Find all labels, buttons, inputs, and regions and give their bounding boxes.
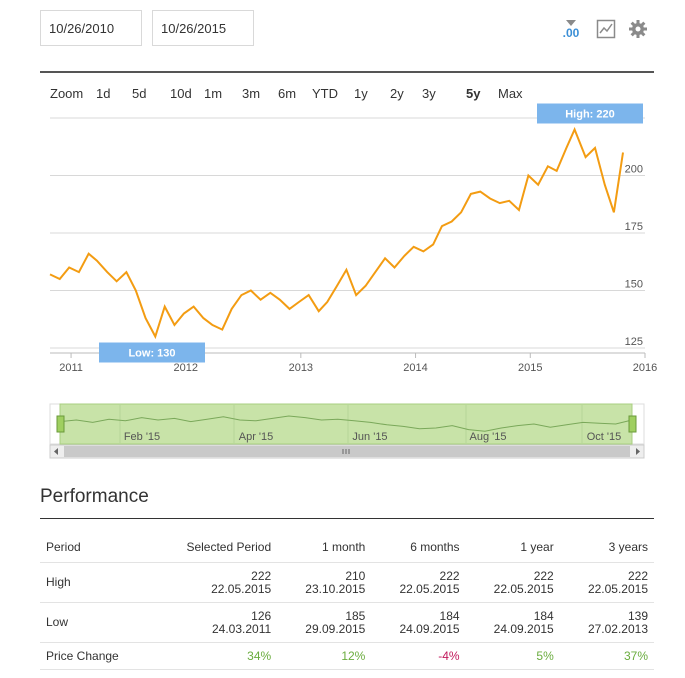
navigator-handle-right[interactable] <box>628 415 637 433</box>
performance-title: Performance <box>40 486 149 507</box>
table-cell: 185 29.09.2015 <box>277 602 372 643</box>
navigator-tick-label: Jun '15 <box>352 431 387 443</box>
x-tick-label: 2011 <box>59 362 83 374</box>
navigator-tick-label: Oct '15 <box>587 431 622 443</box>
x-tick-label: 2015 <box>518 362 542 374</box>
zoom-option-ytd[interactable]: YTD <box>312 86 338 101</box>
table-cell: 34% <box>150 642 278 670</box>
low-flag <box>99 342 205 363</box>
table-cell: 5% <box>465 642 560 670</box>
high-flag-label: High: 220 <box>565 109 615 121</box>
table-cell: 222 22.05.2015 <box>150 562 278 603</box>
zoom-option-max[interactable]: Max <box>498 86 523 101</box>
performance-divider <box>40 518 654 519</box>
column-header: 1 year <box>465 532 560 563</box>
performance-row: Price Change 34% 12% -4% 5% 37% <box>40 642 654 670</box>
decimals-button[interactable]: .00 <box>556 16 586 42</box>
scrollbar-thumb[interactable] <box>64 446 630 457</box>
column-header: Selected Period <box>150 532 278 563</box>
x-tick-label: 2013 <box>289 362 313 374</box>
table-cell: 222 22.05.2015 <box>371 562 466 603</box>
zoom-option-5d[interactable]: 5d <box>132 86 147 101</box>
high-flag <box>537 103 643 124</box>
y-tick-label: 150 <box>625 279 643 291</box>
table-cell: 139 27.02.2013 <box>559 602 654 643</box>
zoom-option-2y[interactable]: 2y <box>390 86 404 101</box>
performance-row: Low 126 24.03.2011 185 29.09.2015 184 24.09.20… <box>40 602 654 643</box>
toolbar-divider <box>40 71 654 73</box>
table-cell: 222 22.05.2015 <box>559 562 654 603</box>
zoom-option-1m[interactable]: 1m <box>204 86 223 101</box>
table-cell: 126 24.03.2011 <box>150 602 278 643</box>
zoom-option-5y[interactable]: 5y <box>466 86 481 101</box>
settings-button[interactable] <box>626 16 650 42</box>
x-tick-label: 2014 <box>403 362 427 374</box>
navigator-handle-left[interactable] <box>56 415 65 433</box>
navigator-tick-label: Feb '15 <box>124 431 160 443</box>
scroll-left-arrow-icon[interactable] <box>54 448 58 455</box>
table-cell: 184 24.09.2015 <box>465 602 560 643</box>
zoom-option-6m[interactable]: 6m <box>278 86 297 101</box>
zoom-option-3m[interactable]: 3m <box>242 86 261 101</box>
gear-icon <box>629 20 647 38</box>
zoom-option-1d[interactable]: 1d <box>96 86 111 101</box>
y-tick-label: 200 <box>625 164 643 176</box>
date-to-input[interactable] <box>152 10 254 46</box>
navigator-series-line <box>59 415 633 432</box>
row-label: Low <box>40 602 151 643</box>
y-tick-label: 125 <box>625 336 643 348</box>
x-tick-label: 2016 <box>633 362 657 374</box>
performance-row: High 222 22.05.2015 210 23.10.2015 222 22.05.2… <box>40 562 654 603</box>
y-tick-label: 175 <box>625 221 643 233</box>
table-cell: -4% <box>371 642 466 670</box>
table-cell: 210 23.10.2015 <box>277 562 372 603</box>
low-flag-label: Low: 130 <box>128 348 175 360</box>
chart-type-button[interactable] <box>594 16 618 42</box>
navigator-tick-label: Apr '15 <box>239 431 274 443</box>
column-header: 1 month <box>277 532 372 563</box>
table-cell: 184 24.09.2015 <box>371 602 466 643</box>
column-header: Period <box>40 532 151 563</box>
download-arrow-icon <box>566 19 576 26</box>
table-cell: 12% <box>277 642 372 670</box>
price-chart: 125 150 175 200 2011 2012 2013 2014 2015 2016 High… <box>49 103 657 459</box>
row-label: High <box>40 562 151 603</box>
chart-type-icon <box>596 19 616 39</box>
navigator-tick-label: Aug '15 <box>470 431 507 443</box>
price-series-line <box>49 126 624 340</box>
scroll-right-arrow-icon[interactable] <box>636 448 640 455</box>
navigator-selection[interactable] <box>59 403 633 445</box>
column-header: 3 years <box>559 532 654 563</box>
row-label: Price Change <box>40 642 151 670</box>
performance-header-row: Period Selected Period 1 month 6 months 1 ye… <box>40 532 654 563</box>
zoom-option-3y[interactable]: 3y <box>422 86 436 101</box>
table-cell: 37% <box>559 642 654 670</box>
table-cell: 222 22.05.2015 <box>465 562 560 603</box>
zoom-option-10d[interactable]: 10d <box>170 86 192 101</box>
column-header: 6 months <box>371 532 466 563</box>
decimals-label: .00 <box>562 25 580 40</box>
zoom-option-1y[interactable]: 1y <box>354 86 368 101</box>
x-tick-label: 2012 <box>174 362 198 374</box>
date-from-input[interactable] <box>40 10 142 46</box>
zoom-label: Zoom <box>50 86 84 101</box>
performance-table: Period Selected Period 1 month 6 months 1 ye… <box>40 532 654 670</box>
